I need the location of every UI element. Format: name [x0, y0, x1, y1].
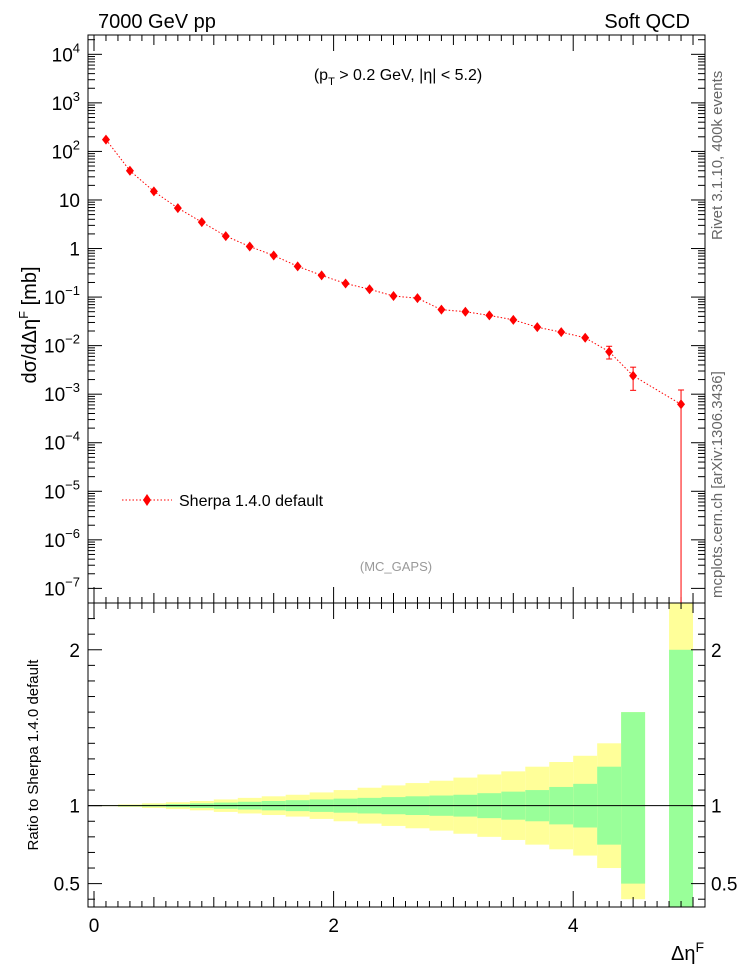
y-tick-label: 10: [59, 191, 80, 212]
ratio-y-tick-label-right: 1: [711, 797, 722, 818]
data-point: [149, 186, 158, 197]
data-point: [557, 327, 566, 338]
main-y-axis-label: dσ/dΔηF [mb]: [16, 266, 41, 383]
data-point: [509, 314, 518, 325]
chart-watermark: (MC_GAPS): [360, 559, 432, 574]
legend-entry-sherpa: Sherpa 1.4.0 default: [179, 493, 324, 510]
data-point: [197, 217, 206, 228]
data-point: [533, 322, 542, 333]
data-point: [413, 293, 422, 304]
data-point: [677, 399, 686, 410]
ratio-frame: [87, 602, 706, 908]
data-point: [173, 203, 182, 214]
data-point: [125, 165, 134, 176]
data-point: [269, 250, 278, 261]
y-tick-label: 102: [52, 137, 80, 163]
series-sherpa: [101, 134, 686, 603]
y-tick-label: 10−1: [44, 283, 80, 309]
data-point: [221, 231, 230, 242]
ratio-y-axis-label: Ratio to Sherpa 1.4.0 default: [25, 659, 42, 851]
y-tick-label: 10−7: [44, 574, 80, 600]
y-tick-label: 104: [52, 40, 80, 66]
header-right: Soft QCD: [604, 11, 690, 33]
data-point: [437, 304, 446, 315]
ratio-y-tick-label: 0.5: [54, 875, 80, 896]
x-tick-label: 0: [89, 916, 100, 937]
ratio-y-tick-label: 1: [69, 797, 80, 818]
y-tick-label: 10−3: [44, 380, 80, 406]
chart-annotation: (pT > 0.2 GeV, |η| < 5.2): [314, 67, 482, 88]
data-point: [245, 241, 254, 252]
ratio-y-tick-label-right: 0.5: [711, 875, 737, 896]
y-tick-label: 10−6: [44, 526, 80, 552]
main-frame: [87, 34, 706, 604]
data-point: [101, 134, 110, 145]
y-tick-label: 10−2: [44, 332, 80, 358]
ratio-panel: 0 2 4 0.5 0.5 1 1 2 2 Ratio to Sherpa 1.4.0 defa…: [25, 602, 737, 965]
x-tick-label: 4: [568, 916, 579, 937]
data-point: [629, 370, 638, 381]
data-point: [389, 291, 398, 302]
legend: Sherpa 1.4.0 default: [122, 493, 324, 510]
x-tick-label: 2: [328, 916, 339, 937]
mcplots-label: mcplots.cern.ch [arXiv:1306.3436]: [709, 371, 726, 598]
data-point: [293, 261, 302, 272]
data-point: [317, 270, 326, 281]
main-panel: 10−7 10−6 10−5 10−4 10−3 10−2 10−1 1 10 102 103 104…: [16, 34, 706, 604]
x-axis-label: ΔηF: [671, 939, 704, 965]
data-point: [365, 284, 374, 295]
ratio-y-tick-label-right: 2: [711, 641, 722, 662]
data-point: [485, 310, 494, 321]
data-point: [341, 278, 350, 289]
ratio-band-inner: [669, 649, 694, 907]
data-point: [605, 346, 614, 357]
y-tick-label: 10−5: [44, 477, 80, 503]
header-left: 7000 GeV pp: [98, 11, 216, 33]
y-tick-label: 103: [52, 89, 80, 115]
data-point: [581, 332, 590, 343]
data-point: [461, 306, 470, 317]
y-tick-label: 1: [69, 240, 80, 261]
y-tick-label: 10−4: [44, 429, 80, 455]
legend-marker: [143, 494, 151, 506]
series-line: [105, 139, 682, 405]
rivet-label: Rivet 3.1.10, 400k events: [709, 71, 726, 240]
ratio-y-tick-label: 2: [69, 641, 80, 662]
ratio-band-inner: [621, 712, 646, 884]
